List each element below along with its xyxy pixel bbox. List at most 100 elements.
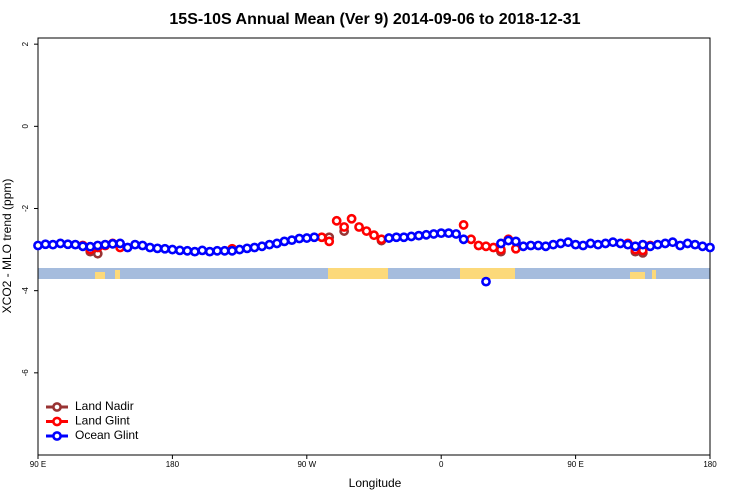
point bbox=[578, 240, 588, 251]
point bbox=[548, 239, 559, 250]
point bbox=[466, 234, 476, 245]
point bbox=[361, 226, 372, 236]
point bbox=[174, 245, 185, 256]
point bbox=[286, 235, 297, 246]
x-tick-label: 90 W bbox=[297, 460, 316, 469]
x-tick-label: 0 bbox=[439, 460, 444, 469]
point bbox=[697, 241, 708, 252]
point bbox=[652, 239, 663, 250]
point bbox=[421, 229, 432, 240]
point bbox=[122, 242, 133, 253]
point bbox=[100, 239, 111, 250]
point bbox=[458, 234, 469, 245]
surface-mask bbox=[38, 268, 710, 279]
point bbox=[593, 239, 603, 250]
point bbox=[160, 243, 170, 254]
y-tick-label: -6 bbox=[21, 369, 30, 377]
point bbox=[55, 238, 66, 249]
point bbox=[481, 241, 491, 252]
point bbox=[279, 236, 290, 247]
point bbox=[234, 244, 245, 255]
point bbox=[540, 241, 551, 252]
point bbox=[48, 239, 58, 250]
point bbox=[272, 238, 282, 249]
point bbox=[473, 240, 484, 251]
point bbox=[33, 240, 43, 251]
point bbox=[615, 238, 626, 249]
point bbox=[525, 240, 536, 251]
point bbox=[257, 241, 267, 252]
point bbox=[488, 242, 499, 253]
legend-marker bbox=[52, 402, 62, 412]
point bbox=[130, 239, 140, 250]
y-tick-label: 2 bbox=[21, 41, 30, 46]
point bbox=[145, 242, 155, 253]
point bbox=[481, 276, 491, 287]
point bbox=[406, 231, 417, 242]
point bbox=[637, 239, 648, 250]
point bbox=[227, 245, 238, 256]
x-axis-label: Longitude bbox=[349, 476, 402, 490]
y-tick-label: -4 bbox=[21, 287, 30, 295]
point bbox=[369, 230, 379, 241]
point bbox=[555, 238, 566, 249]
point bbox=[413, 230, 424, 241]
point bbox=[690, 239, 700, 250]
point bbox=[249, 242, 260, 253]
point bbox=[675, 240, 686, 251]
point bbox=[667, 237, 678, 248]
point bbox=[391, 232, 402, 243]
point bbox=[301, 233, 312, 243]
point bbox=[496, 238, 506, 249]
point bbox=[219, 245, 230, 256]
point bbox=[115, 238, 126, 249]
x-tick-label: 90 E bbox=[30, 460, 46, 469]
point bbox=[40, 239, 51, 250]
point bbox=[77, 241, 88, 252]
point bbox=[622, 239, 633, 250]
y-tick-label: -2 bbox=[21, 204, 30, 212]
legend-label: Land Glint bbox=[75, 414, 130, 428]
legend-label: Land Nadir bbox=[75, 399, 134, 413]
x-tick-label: 180 bbox=[703, 460, 717, 469]
point bbox=[705, 242, 715, 253]
legend-label: Ocean Glint bbox=[75, 428, 139, 442]
point bbox=[189, 246, 200, 257]
point bbox=[384, 233, 394, 243]
point bbox=[451, 229, 462, 239]
point bbox=[354, 222, 364, 232]
point bbox=[503, 235, 514, 246]
point bbox=[458, 220, 469, 230]
y-axis-label: XCO2 - MLO trend (ppm) bbox=[0, 179, 14, 314]
point bbox=[167, 244, 178, 255]
point bbox=[70, 239, 81, 250]
point bbox=[630, 241, 641, 252]
x-tick-label: 90 E bbox=[567, 460, 583, 469]
point bbox=[600, 238, 611, 249]
point bbox=[92, 240, 103, 251]
point bbox=[264, 239, 275, 250]
point bbox=[152, 243, 163, 254]
point bbox=[294, 233, 305, 244]
legend-marker bbox=[52, 431, 62, 441]
point bbox=[682, 238, 693, 249]
point bbox=[197, 245, 208, 256]
point bbox=[212, 245, 223, 256]
point bbox=[346, 213, 357, 224]
point bbox=[331, 215, 342, 226]
chart-title: 15S-10S Annual Mean (Ver 9) 2014-09-06 t… bbox=[169, 11, 580, 28]
point bbox=[563, 237, 574, 248]
point bbox=[324, 236, 335, 247]
point bbox=[204, 246, 215, 257]
point bbox=[398, 232, 409, 243]
point bbox=[428, 229, 439, 239]
point bbox=[533, 240, 544, 251]
legend-marker bbox=[52, 416, 62, 427]
point bbox=[107, 238, 118, 249]
point bbox=[443, 228, 454, 239]
point bbox=[660, 238, 671, 249]
point bbox=[436, 228, 447, 239]
point bbox=[608, 237, 618, 248]
point bbox=[242, 243, 252, 254]
